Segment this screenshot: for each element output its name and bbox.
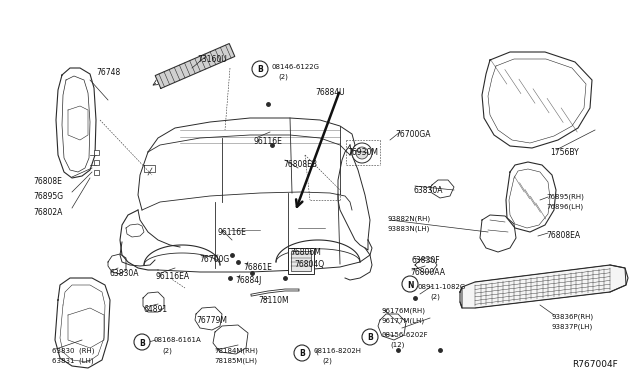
Text: B: B [299, 350, 305, 359]
Text: B: B [367, 334, 373, 343]
Circle shape [294, 345, 310, 361]
Text: 96177M(LH): 96177M(LH) [382, 317, 425, 324]
Text: 76895(RH): 76895(RH) [546, 193, 584, 199]
Text: N: N [407, 280, 413, 289]
Text: 63830A: 63830A [413, 186, 442, 195]
Circle shape [352, 143, 372, 163]
Text: B: B [257, 65, 263, 74]
Text: 78110M: 78110M [258, 296, 289, 305]
Text: 76804Q: 76804Q [294, 260, 324, 269]
Bar [94, 160, 99, 165]
Text: 64891: 64891 [143, 305, 167, 314]
Text: 73160U: 73160U [197, 55, 227, 64]
Text: 76802A: 76802A [33, 208, 62, 217]
Polygon shape [460, 265, 628, 308]
Circle shape [356, 147, 368, 159]
Text: 76779M: 76779M [196, 316, 227, 325]
Text: (2): (2) [278, 74, 288, 80]
Text: 96116E: 96116E [218, 228, 247, 237]
Text: 93883N(LH): 93883N(LH) [388, 226, 430, 232]
Text: (2): (2) [162, 347, 172, 353]
Text: 08116-8202H: 08116-8202H [314, 348, 362, 354]
Text: 76806M: 76806M [290, 248, 321, 257]
Text: 93882N(RH): 93882N(RH) [388, 216, 431, 222]
Text: (2): (2) [322, 358, 332, 365]
Text: 93837P(LH): 93837P(LH) [552, 323, 593, 330]
Circle shape [362, 329, 378, 345]
Text: 76808E: 76808E [33, 177, 62, 186]
Text: (12): (12) [390, 342, 404, 349]
Text: 76884U: 76884U [315, 88, 344, 97]
Text: B: B [139, 339, 145, 347]
Text: 96116E: 96116E [253, 137, 282, 146]
Text: 76748: 76748 [96, 68, 120, 77]
Text: 76808EA: 76808EA [546, 231, 580, 240]
Bar [94, 170, 99, 175]
Text: 76930M: 76930M [347, 148, 378, 157]
Text: 78185M(LH): 78185M(LH) [214, 358, 257, 365]
Text: 1756BY: 1756BY [550, 148, 579, 157]
Text: 08168-6161A: 08168-6161A [154, 337, 202, 343]
Text: (2): (2) [430, 294, 440, 301]
Text: 63830F: 63830F [412, 256, 440, 265]
Text: 63830A: 63830A [109, 269, 138, 278]
Bar [288, 248, 314, 274]
Text: 08156-6202F: 08156-6202F [382, 332, 429, 338]
Text: 08146-6122G: 08146-6122G [271, 64, 319, 70]
Text: 76808EB: 76808EB [283, 160, 317, 169]
Text: 76884J: 76884J [235, 276, 261, 285]
Circle shape [134, 334, 150, 350]
Text: 93836P(RH): 93836P(RH) [552, 313, 594, 320]
Circle shape [402, 276, 418, 292]
Text: 76700G: 76700G [199, 255, 229, 264]
Bar [291, 251, 311, 271]
Text: 96176M(RH): 96176M(RH) [382, 307, 426, 314]
Text: R767004F: R767004F [572, 360, 618, 369]
Bar [94, 150, 99, 155]
Text: 08911-1082G: 08911-1082G [418, 284, 467, 290]
Text: 76800AA: 76800AA [410, 268, 445, 277]
Polygon shape [156, 44, 235, 89]
Text: 76700GA: 76700GA [395, 130, 431, 139]
Text: 63831  (LH): 63831 (LH) [52, 357, 93, 363]
Circle shape [252, 61, 268, 77]
Text: 76896(LH): 76896(LH) [546, 203, 583, 209]
Text: 63830  (RH): 63830 (RH) [52, 347, 95, 353]
Text: 96116EA: 96116EA [155, 272, 189, 281]
Text: 76895G: 76895G [33, 192, 63, 201]
Text: 78184M(RH): 78184M(RH) [214, 348, 258, 355]
Text: 76861E: 76861E [243, 263, 272, 272]
